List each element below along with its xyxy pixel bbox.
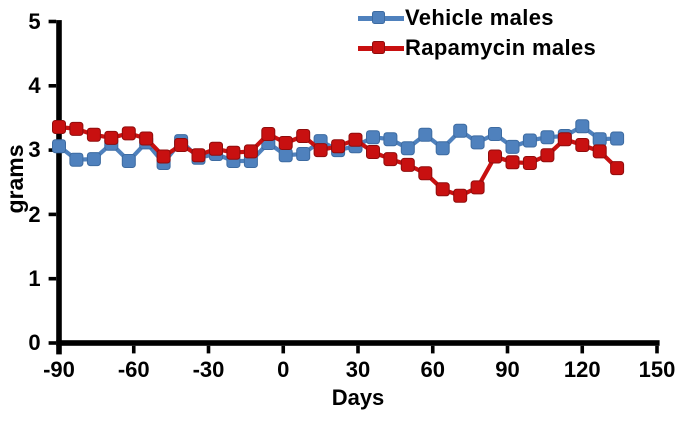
data-point-marker [383, 132, 398, 147]
x-axis-tick [131, 345, 136, 354]
vehicle-males-marker-swatch [372, 11, 385, 24]
data-point-marker [540, 130, 555, 145]
y-tick-label-1: 1 [28, 265, 41, 291]
x-axis-tick [655, 345, 659, 354]
x-axis-tick [356, 345, 360, 354]
data-point-marker [470, 180, 485, 195]
legend-item-vehicle-males: Vehicle males [358, 3, 554, 33]
data-point-marker [540, 148, 555, 163]
data-point-marker [139, 131, 154, 146]
data-point-marker [557, 132, 572, 147]
y-axis-tick [48, 212, 57, 217]
legend-item-rapamycin-males: Rapamycin males [358, 33, 596, 63]
x-tick-label--90: -90 [43, 357, 75, 382]
data-point-marker [331, 139, 346, 154]
legend-label-rapamycin-males: Rapamycin males [405, 35, 597, 60]
x-tick-label--30: -30 [192, 357, 225, 382]
data-point-marker [86, 152, 101, 167]
data-point-marker [52, 120, 66, 134]
data-point-marker [278, 136, 293, 150]
y-tick-label-5: 5 [28, 8, 41, 34]
data-point-marker [191, 148, 206, 163]
legend-label-vehicle-males: Vehicle males [405, 5, 554, 30]
x-tick-label-60: 60 [420, 357, 445, 382]
x-axis-line [56, 340, 660, 346]
rapamycin-males-swatch [358, 41, 404, 55]
data-point-marker [435, 141, 450, 156]
data-point-marker [366, 130, 380, 145]
data-point-marker [261, 127, 276, 141]
x-tick-label-0: 0 [277, 357, 290, 382]
x-tick-label-150: 150 [638, 357, 676, 382]
data-point-marker [592, 132, 607, 147]
data-point-marker [488, 127, 502, 141]
y-tick-label-0: 0 [28, 330, 41, 356]
data-point-marker [575, 119, 590, 134]
y-axis-tick [48, 84, 57, 88]
data-point-marker [435, 182, 450, 197]
data-point-marker [453, 123, 468, 138]
data-point-marker [296, 147, 311, 161]
data-point-marker [505, 139, 520, 154]
data-point-marker [366, 145, 380, 159]
data-point-marker [470, 135, 485, 150]
data-point-marker [348, 132, 363, 147]
data-point-marker [453, 188, 468, 203]
vehicle-males-swatch [358, 11, 404, 25]
y-tick-label-2: 2 [28, 201, 41, 227]
x-axis-tick [505, 345, 510, 354]
data-point-marker [243, 144, 258, 159]
data-point-marker [400, 141, 415, 156]
data-point-marker [610, 131, 625, 146]
data-point-marker [383, 152, 398, 167]
y-axis-tick [48, 276, 57, 281]
data-point-marker [313, 143, 328, 158]
y-axis-tick [48, 341, 57, 345]
data-point-marker [209, 141, 223, 156]
y-axis-line [56, 20, 62, 355]
x-axis-tick [57, 345, 61, 354]
x-tick-label--60: -60 [117, 357, 150, 382]
x-tick-label-120: 120 [563, 357, 601, 382]
data-point-marker [488, 149, 502, 164]
data-point-marker [156, 149, 171, 164]
x-tick-label-30: 30 [345, 357, 371, 382]
data-point-marker [575, 138, 590, 152]
y-axis-title: grams [2, 144, 28, 214]
y-axis-tick [48, 19, 57, 24]
data-point-marker [278, 148, 293, 163]
x-axis-tick [430, 345, 435, 354]
data-point-marker [418, 166, 433, 181]
y-tick-label-3: 3 [28, 137, 41, 163]
y-tick-label-4: 4 [28, 73, 41, 98]
x-tick-label-90: 90 [495, 357, 520, 382]
data-point-marker [52, 139, 66, 154]
series-rapamycin-males [52, 120, 625, 203]
x-axis-tick [580, 345, 585, 354]
data-point-marker [610, 161, 625, 176]
data-point-marker [226, 145, 241, 160]
data-point-marker [69, 152, 84, 167]
data-point-marker [400, 157, 415, 172]
x-axis-tick [206, 345, 211, 354]
x-axis-tick [281, 345, 286, 354]
data-point-marker [592, 144, 607, 159]
data-point-marker [69, 121, 84, 136]
data-point-marker [121, 126, 136, 141]
data-point-marker [121, 154, 136, 168]
data-point-marker [104, 130, 119, 145]
data-point-marker [86, 127, 101, 142]
data-point-marker [418, 127, 433, 142]
data-point-marker [174, 138, 189, 152]
data-point-marker [522, 156, 537, 170]
x-axis-title: Days [331, 385, 385, 410]
rapamycin-males-marker-swatch [372, 41, 385, 54]
data-point-marker [296, 129, 311, 143]
data-point-marker [522, 133, 537, 148]
data-point-marker [505, 155, 520, 170]
